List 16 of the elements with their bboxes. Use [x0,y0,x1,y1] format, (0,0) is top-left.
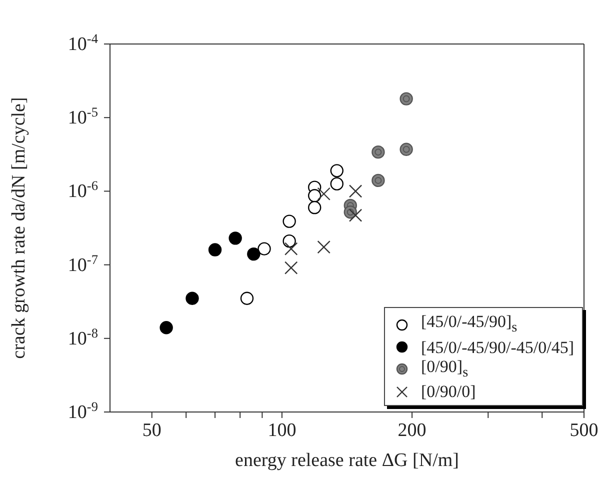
x-tick-label: 100 [268,420,296,441]
y-tick-label: 10$^{-4}$ [68,30,98,55]
x-tick-label: 200 [398,420,426,441]
x-tick-label: 50 [142,420,162,441]
y-tick-label: 10$^{-5}$ [68,104,98,129]
y-tick-label: 10$^{-9}$ [68,398,98,423]
x-axis-title: energy release rate ΔG [N/m] [235,450,459,471]
y-tick-label: 10$^{-6}$ [68,178,98,202]
legend-label: [45/0/-45/90]$_{s}$ [421,312,518,338]
legend-label: [0/90]$_{s}$ [421,356,468,382]
y-axis-title: crack growth rate da/dN [m/cycle] [8,97,30,359]
y-tick-label: 10$^{-8}$ [68,324,98,350]
x-tick-label: 500 [570,420,598,441]
legend-label: [45/0/-45/90/-45/0/45] [421,338,574,357]
y-tick-label: 10$^{-7}$ [68,251,98,276]
legend-label: [0/90/0] [421,382,476,401]
